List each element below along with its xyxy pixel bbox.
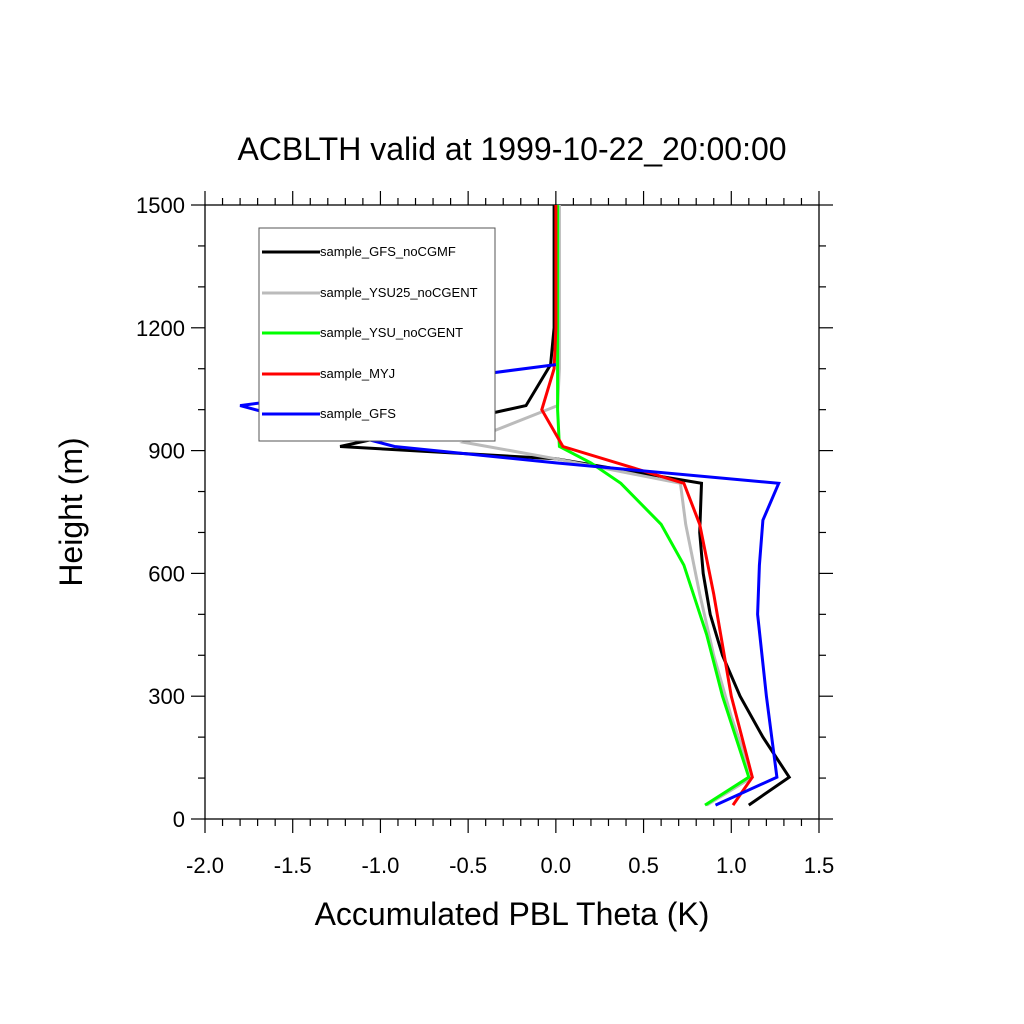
series-line: [556, 205, 751, 807]
series-line: [339, 205, 792, 807]
y-tick-label: 300: [148, 684, 185, 709]
y-tick-label: 600: [148, 561, 185, 586]
series-line: [459, 205, 755, 807]
chart-title: ACBLTH valid at 1999-10-22_20:00:00: [237, 131, 786, 167]
legend: sample_GFS_noCGMF sample_YSU25_noCGENTsam…: [258, 227, 496, 442]
y-tick-label: 900: [148, 439, 185, 464]
y-tick-label: 1500: [136, 193, 185, 218]
legend-label: sample_GFS_noCGMF: [320, 244, 456, 259]
legend-label: sample_YSU_noCGENT: [320, 325, 463, 340]
x-tick-label: -2.0: [186, 853, 224, 878]
x-tick-label: 0.0: [541, 853, 572, 878]
x-axis-label: Accumulated PBL Theta (K): [315, 896, 710, 932]
x-tick-label: -1.0: [361, 853, 399, 878]
y-tick-label: 1200: [136, 316, 185, 341]
x-tick-label: -0.5: [449, 853, 487, 878]
legend-label: sample_YSU25_noCGENT: [320, 285, 478, 300]
legend-label: sample_GFS: [320, 406, 396, 421]
plot-frame: [204, 204, 820, 820]
legend-label: sample_MYJ: [320, 366, 395, 381]
axis-ticks: -2.0 -1.5 -1.0 -0.5 0.0 0.5 1.0 1.5 0 300 600 900 12…: [136, 191, 834, 878]
x-tick-label: 0.5: [628, 853, 659, 878]
y-axis-label: Height (m): [53, 437, 89, 586]
x-tick-label: -1.5: [274, 853, 312, 878]
x-tick-label: 1.0: [716, 853, 747, 878]
x-tick-label: 1.5: [804, 853, 835, 878]
y-tick-label: 0: [173, 807, 185, 832]
series-line: [540, 205, 754, 806]
